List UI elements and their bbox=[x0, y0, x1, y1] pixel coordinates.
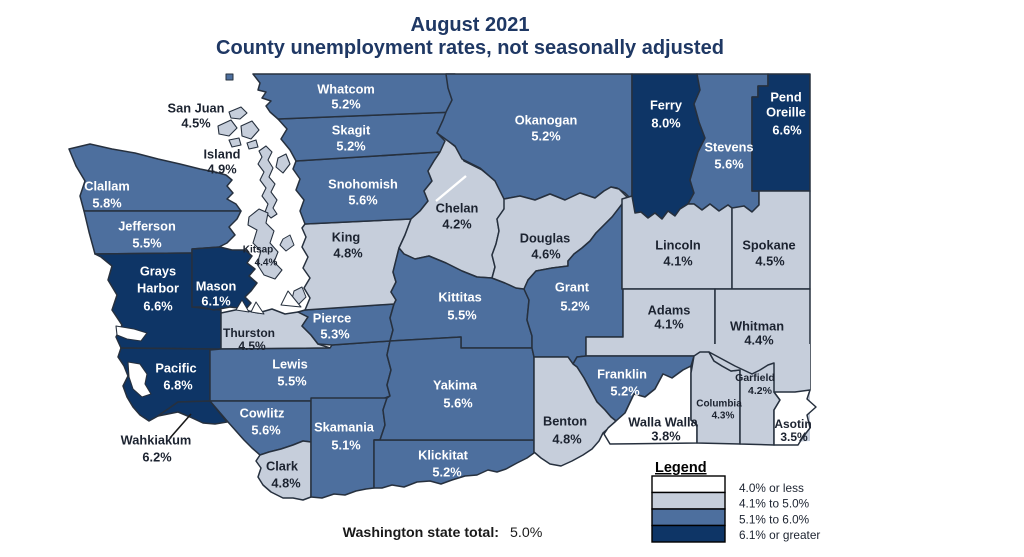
svg-text:Mason: Mason bbox=[196, 279, 237, 294]
svg-text:Whitman: Whitman bbox=[730, 319, 784, 334]
svg-text:Island: Island bbox=[204, 147, 241, 162]
svg-text:4.5%: 4.5% bbox=[238, 339, 266, 353]
svg-text:5.5%: 5.5% bbox=[447, 308, 477, 323]
svg-text:4.1%: 4.1% bbox=[663, 254, 693, 269]
svg-text:5.2%: 5.2% bbox=[531, 129, 561, 144]
svg-text:Skamania: Skamania bbox=[314, 420, 375, 435]
svg-text:6.6%: 6.6% bbox=[772, 123, 802, 138]
svg-text:Garfield: Garfield bbox=[735, 372, 775, 384]
svg-text:5.6%: 5.6% bbox=[251, 423, 281, 438]
svg-text:Asotin: Asotin bbox=[774, 417, 811, 431]
svg-text:4.4%: 4.4% bbox=[744, 333, 774, 348]
svg-text:5.6%: 5.6% bbox=[348, 193, 378, 208]
svg-text:Okanogan: Okanogan bbox=[515, 113, 578, 128]
svg-text:Harbor: Harbor bbox=[137, 281, 179, 296]
svg-text:5.2%: 5.2% bbox=[432, 465, 462, 480]
svg-text:5.1% to 6.0%: 5.1% to 6.0% bbox=[739, 513, 810, 527]
svg-text:August 2021: August 2021 bbox=[411, 14, 530, 36]
svg-text:5.8%: 5.8% bbox=[92, 196, 122, 211]
svg-text:Clark: Clark bbox=[266, 459, 299, 474]
svg-text:3.8%: 3.8% bbox=[651, 429, 681, 444]
svg-text:Pacific: Pacific bbox=[155, 361, 196, 376]
svg-text:Thurston: Thurston bbox=[223, 326, 275, 340]
svg-text:5.5%: 5.5% bbox=[277, 374, 307, 389]
svg-text:Franklin: Franklin bbox=[597, 367, 647, 382]
svg-text:4.3%: 4.3% bbox=[712, 411, 735, 422]
svg-text:5.0%: 5.0% bbox=[510, 525, 543, 541]
svg-text:County unemployment rates, not: County unemployment rates, not seasonall… bbox=[216, 37, 724, 59]
svg-text:Kitsap: Kitsap bbox=[243, 245, 274, 256]
svg-text:Lewis: Lewis bbox=[272, 357, 308, 372]
svg-text:4.2%: 4.2% bbox=[442, 217, 472, 232]
svg-text:Clallam: Clallam bbox=[84, 179, 130, 194]
svg-text:Ferry: Ferry bbox=[650, 98, 683, 113]
svg-text:4.5%: 4.5% bbox=[181, 116, 211, 131]
svg-text:Adams: Adams bbox=[648, 303, 691, 318]
svg-text:Columbia: Columbia bbox=[696, 399, 742, 410]
svg-text:Washington state total:: Washington state total: bbox=[343, 525, 499, 541]
svg-text:Kittitas: Kittitas bbox=[438, 290, 481, 305]
svg-text:4.8%: 4.8% bbox=[552, 432, 582, 447]
svg-text:5.2%: 5.2% bbox=[336, 139, 366, 154]
svg-text:5.1%: 5.1% bbox=[331, 438, 361, 453]
svg-text:6.8%: 6.8% bbox=[163, 378, 193, 393]
svg-text:4.1% to 5.0%: 4.1% to 5.0% bbox=[739, 497, 810, 511]
svg-text:Spokane: Spokane bbox=[742, 238, 795, 253]
svg-text:4.5%: 4.5% bbox=[755, 254, 785, 269]
svg-text:5.5%: 5.5% bbox=[132, 236, 162, 251]
svg-text:Chelan: Chelan bbox=[436, 201, 479, 216]
svg-text:Yakima: Yakima bbox=[433, 378, 478, 393]
svg-text:Walla Walla: Walla Walla bbox=[628, 415, 698, 430]
svg-text:Douglas: Douglas bbox=[520, 231, 570, 246]
svg-text:4.1%: 4.1% bbox=[654, 317, 684, 332]
svg-text:8.0%: 8.0% bbox=[651, 116, 681, 131]
svg-text:6.2%: 6.2% bbox=[142, 450, 172, 465]
svg-text:4.0% or less: 4.0% or less bbox=[739, 481, 804, 495]
svg-text:Oreille: Oreille bbox=[766, 105, 806, 120]
svg-text:Pend: Pend bbox=[770, 90, 801, 105]
svg-text:6.6%: 6.6% bbox=[143, 299, 173, 314]
svg-text:Whatcom: Whatcom bbox=[317, 82, 375, 97]
svg-text:San Juan: San Juan bbox=[168, 101, 225, 116]
svg-text:Grant: Grant bbox=[555, 280, 590, 295]
svg-text:Pierce: Pierce bbox=[313, 311, 351, 326]
svg-text:Benton: Benton bbox=[543, 414, 587, 429]
svg-text:4.4%: 4.4% bbox=[255, 258, 278, 269]
svg-text:Stevens: Stevens bbox=[704, 140, 753, 155]
svg-text:Grays: Grays bbox=[140, 264, 176, 279]
svg-text:Legend: Legend bbox=[655, 460, 707, 476]
svg-text:4.8%: 4.8% bbox=[271, 476, 301, 491]
svg-text:6.1%: 6.1% bbox=[201, 294, 231, 309]
svg-text:4.2%: 4.2% bbox=[748, 385, 773, 397]
svg-text:Lincoln: Lincoln bbox=[655, 238, 701, 253]
svg-text:Jefferson: Jefferson bbox=[118, 219, 176, 234]
svg-text:4.8%: 4.8% bbox=[333, 246, 363, 261]
svg-text:4.9%: 4.9% bbox=[207, 162, 237, 177]
svg-text:5.2%: 5.2% bbox=[560, 299, 590, 314]
svg-text:Wahkiakum: Wahkiakum bbox=[121, 433, 192, 448]
svg-text:King: King bbox=[332, 230, 360, 245]
svg-text:4.6%: 4.6% bbox=[531, 247, 561, 262]
svg-text:Skagit: Skagit bbox=[332, 123, 371, 138]
svg-text:5.2%: 5.2% bbox=[610, 384, 640, 399]
svg-text:Klickitat: Klickitat bbox=[418, 448, 469, 463]
svg-text:5.6%: 5.6% bbox=[714, 157, 744, 172]
svg-text:5.3%: 5.3% bbox=[320, 327, 350, 342]
svg-text:6.1% or greater: 6.1% or greater bbox=[739, 528, 820, 542]
svg-text:Cowlitz: Cowlitz bbox=[240, 406, 285, 421]
svg-text:5.6%: 5.6% bbox=[443, 396, 473, 411]
svg-text:Snohomish: Snohomish bbox=[328, 177, 398, 192]
svg-text:3.5%: 3.5% bbox=[780, 430, 808, 444]
svg-text:5.2%: 5.2% bbox=[331, 97, 361, 112]
